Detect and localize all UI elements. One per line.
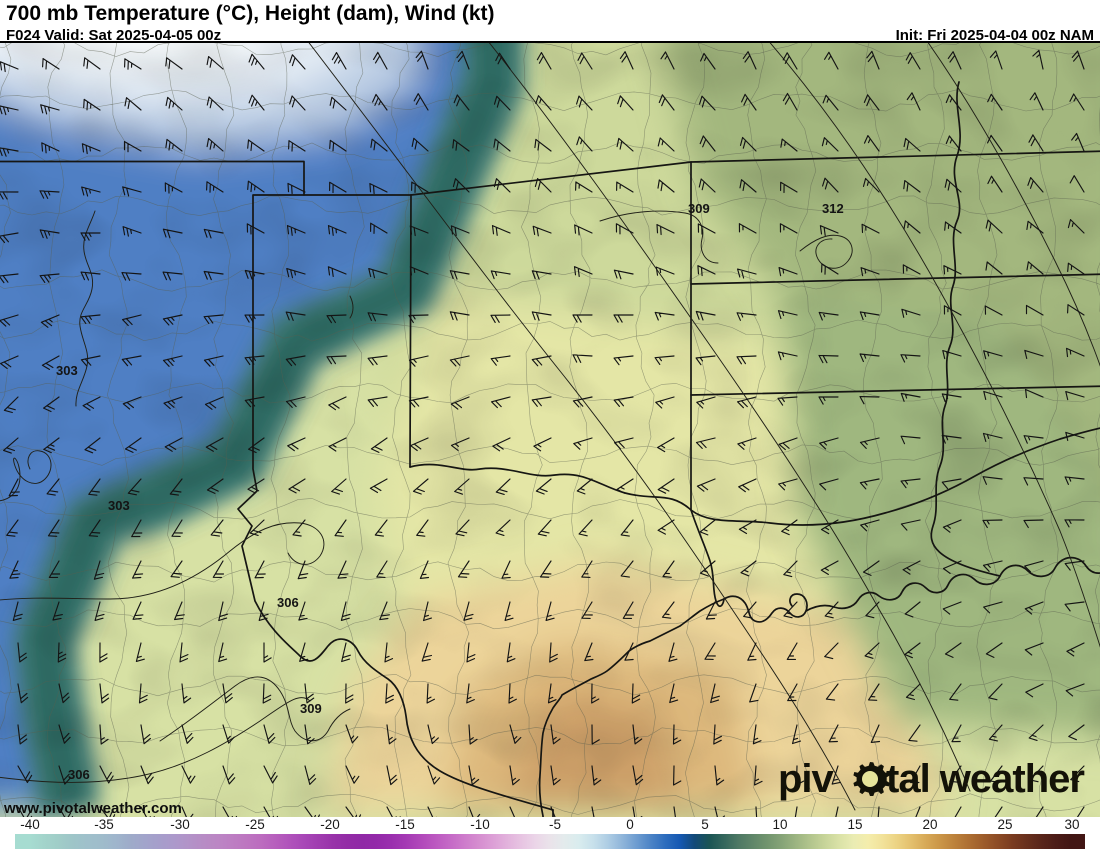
svg-text:306: 306 <box>277 595 299 610</box>
svg-text:309: 309 <box>688 201 710 216</box>
svg-text:piv: piv <box>778 757 835 801</box>
svg-text:306: 306 <box>68 767 90 782</box>
svg-text:tal weather: tal weather <box>886 757 1084 801</box>
svg-text:303: 303 <box>108 498 130 513</box>
svg-text:303: 303 <box>56 363 78 378</box>
svg-text:309: 309 <box>300 701 322 716</box>
svg-text:312: 312 <box>822 201 844 216</box>
